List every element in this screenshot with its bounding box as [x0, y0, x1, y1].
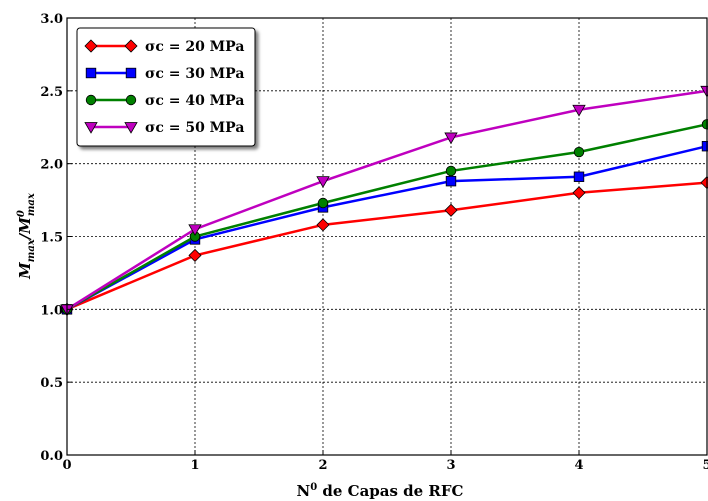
legend-marker	[84, 122, 98, 134]
x-tick-label: 5	[702, 458, 708, 473]
x-tick-label: 1	[190, 458, 199, 473]
y-axis-label: Mmax/M0max	[16, 192, 37, 280]
series-line	[66, 89, 708, 311]
y-tick-label: 2.5	[40, 85, 63, 100]
data-point	[445, 175, 457, 187]
data-point	[188, 248, 202, 263]
series-line	[66, 123, 708, 311]
x-tick-label: 2	[318, 458, 327, 473]
x-tick-label: 3	[446, 458, 455, 473]
legend-marker	[124, 39, 138, 53]
y-tick-label: 2.0	[40, 158, 63, 173]
y-ticks: 0.0 0.5 1.0 1.5 2.0 2.5 3.0	[40, 12, 72, 464]
data-point	[317, 197, 329, 209]
y-tick-label: 0.5	[40, 376, 63, 391]
data-point	[445, 165, 457, 177]
legend-box	[76, 27, 256, 147]
legend-item: σc = 20 MPa	[84, 39, 244, 55]
x-tick-label: 0	[62, 458, 71, 473]
y-tick-label: 3.0	[40, 12, 63, 27]
legend: σc = 20 MPa σc = 30 MPa σc = 40 MPa σc = 50…	[76, 27, 256, 147]
legend-marker	[124, 122, 138, 134]
legend-label: σc = 30 MPa	[145, 66, 244, 82]
legend-marker	[125, 67, 137, 79]
x-axis-label: N0 de Capas de RFC	[296, 482, 463, 500]
legend-item: σc = 40 MPa	[85, 93, 244, 109]
data-point	[573, 146, 585, 158]
y-tick-label: 1.0	[40, 303, 63, 318]
data-point	[444, 203, 458, 217]
legend-item: σc = 30 MPa	[85, 66, 244, 82]
y-tick-label: 0.0	[40, 449, 63, 464]
data-point	[316, 176, 330, 188]
y-tick-label: 1.5	[40, 231, 63, 246]
data-point	[572, 186, 586, 200]
series-line	[66, 181, 708, 311]
legend-item: σc = 50 MPa	[84, 120, 244, 136]
x-ticks: 0 1 2 3 4 5	[62, 450, 708, 473]
legend-marker	[84, 39, 98, 53]
legend-label: σc = 50 MPa	[145, 120, 244, 136]
legend-label: σc = 20 MPa	[145, 39, 244, 55]
x-tick-label: 4	[574, 458, 583, 473]
series-line	[66, 144, 708, 311]
legend-label: σc = 40 MPa	[145, 93, 244, 109]
legend-marker	[85, 67, 97, 79]
data-point	[572, 104, 586, 117]
legend-marker	[85, 94, 97, 106]
data-point	[573, 171, 585, 182]
legend-marker	[125, 94, 137, 106]
data-point	[316, 218, 330, 232]
data-point	[444, 132, 458, 145]
data-point	[188, 224, 202, 237]
